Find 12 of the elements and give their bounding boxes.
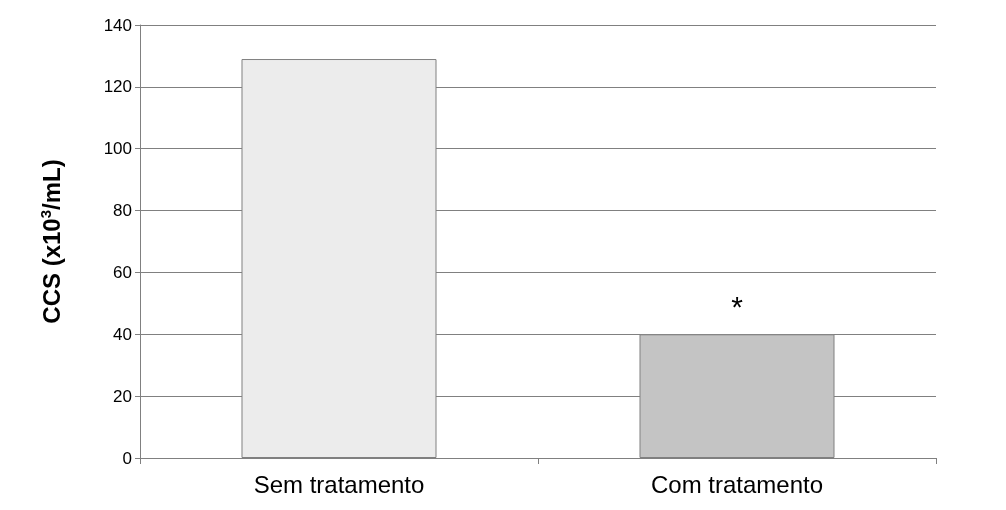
annotation: * <box>731 289 744 323</box>
y-tick-label: 80 <box>113 201 132 221</box>
y-tick-label: 100 <box>103 139 132 159</box>
x-tick-label: Com tratamento <box>650 470 824 498</box>
x-tick-label: Sem tratamento <box>253 470 425 498</box>
y-axis-title: CCS (x103/mL) <box>37 159 65 324</box>
y-tick-label: 60 <box>113 262 132 282</box>
y-tick-label: 0 <box>122 448 132 468</box>
y-tick-label: 140 <box>103 15 132 35</box>
y-tick-label: 120 <box>103 77 132 97</box>
y-tick-label: 40 <box>113 324 132 344</box>
y-tick-label: 20 <box>113 386 132 406</box>
